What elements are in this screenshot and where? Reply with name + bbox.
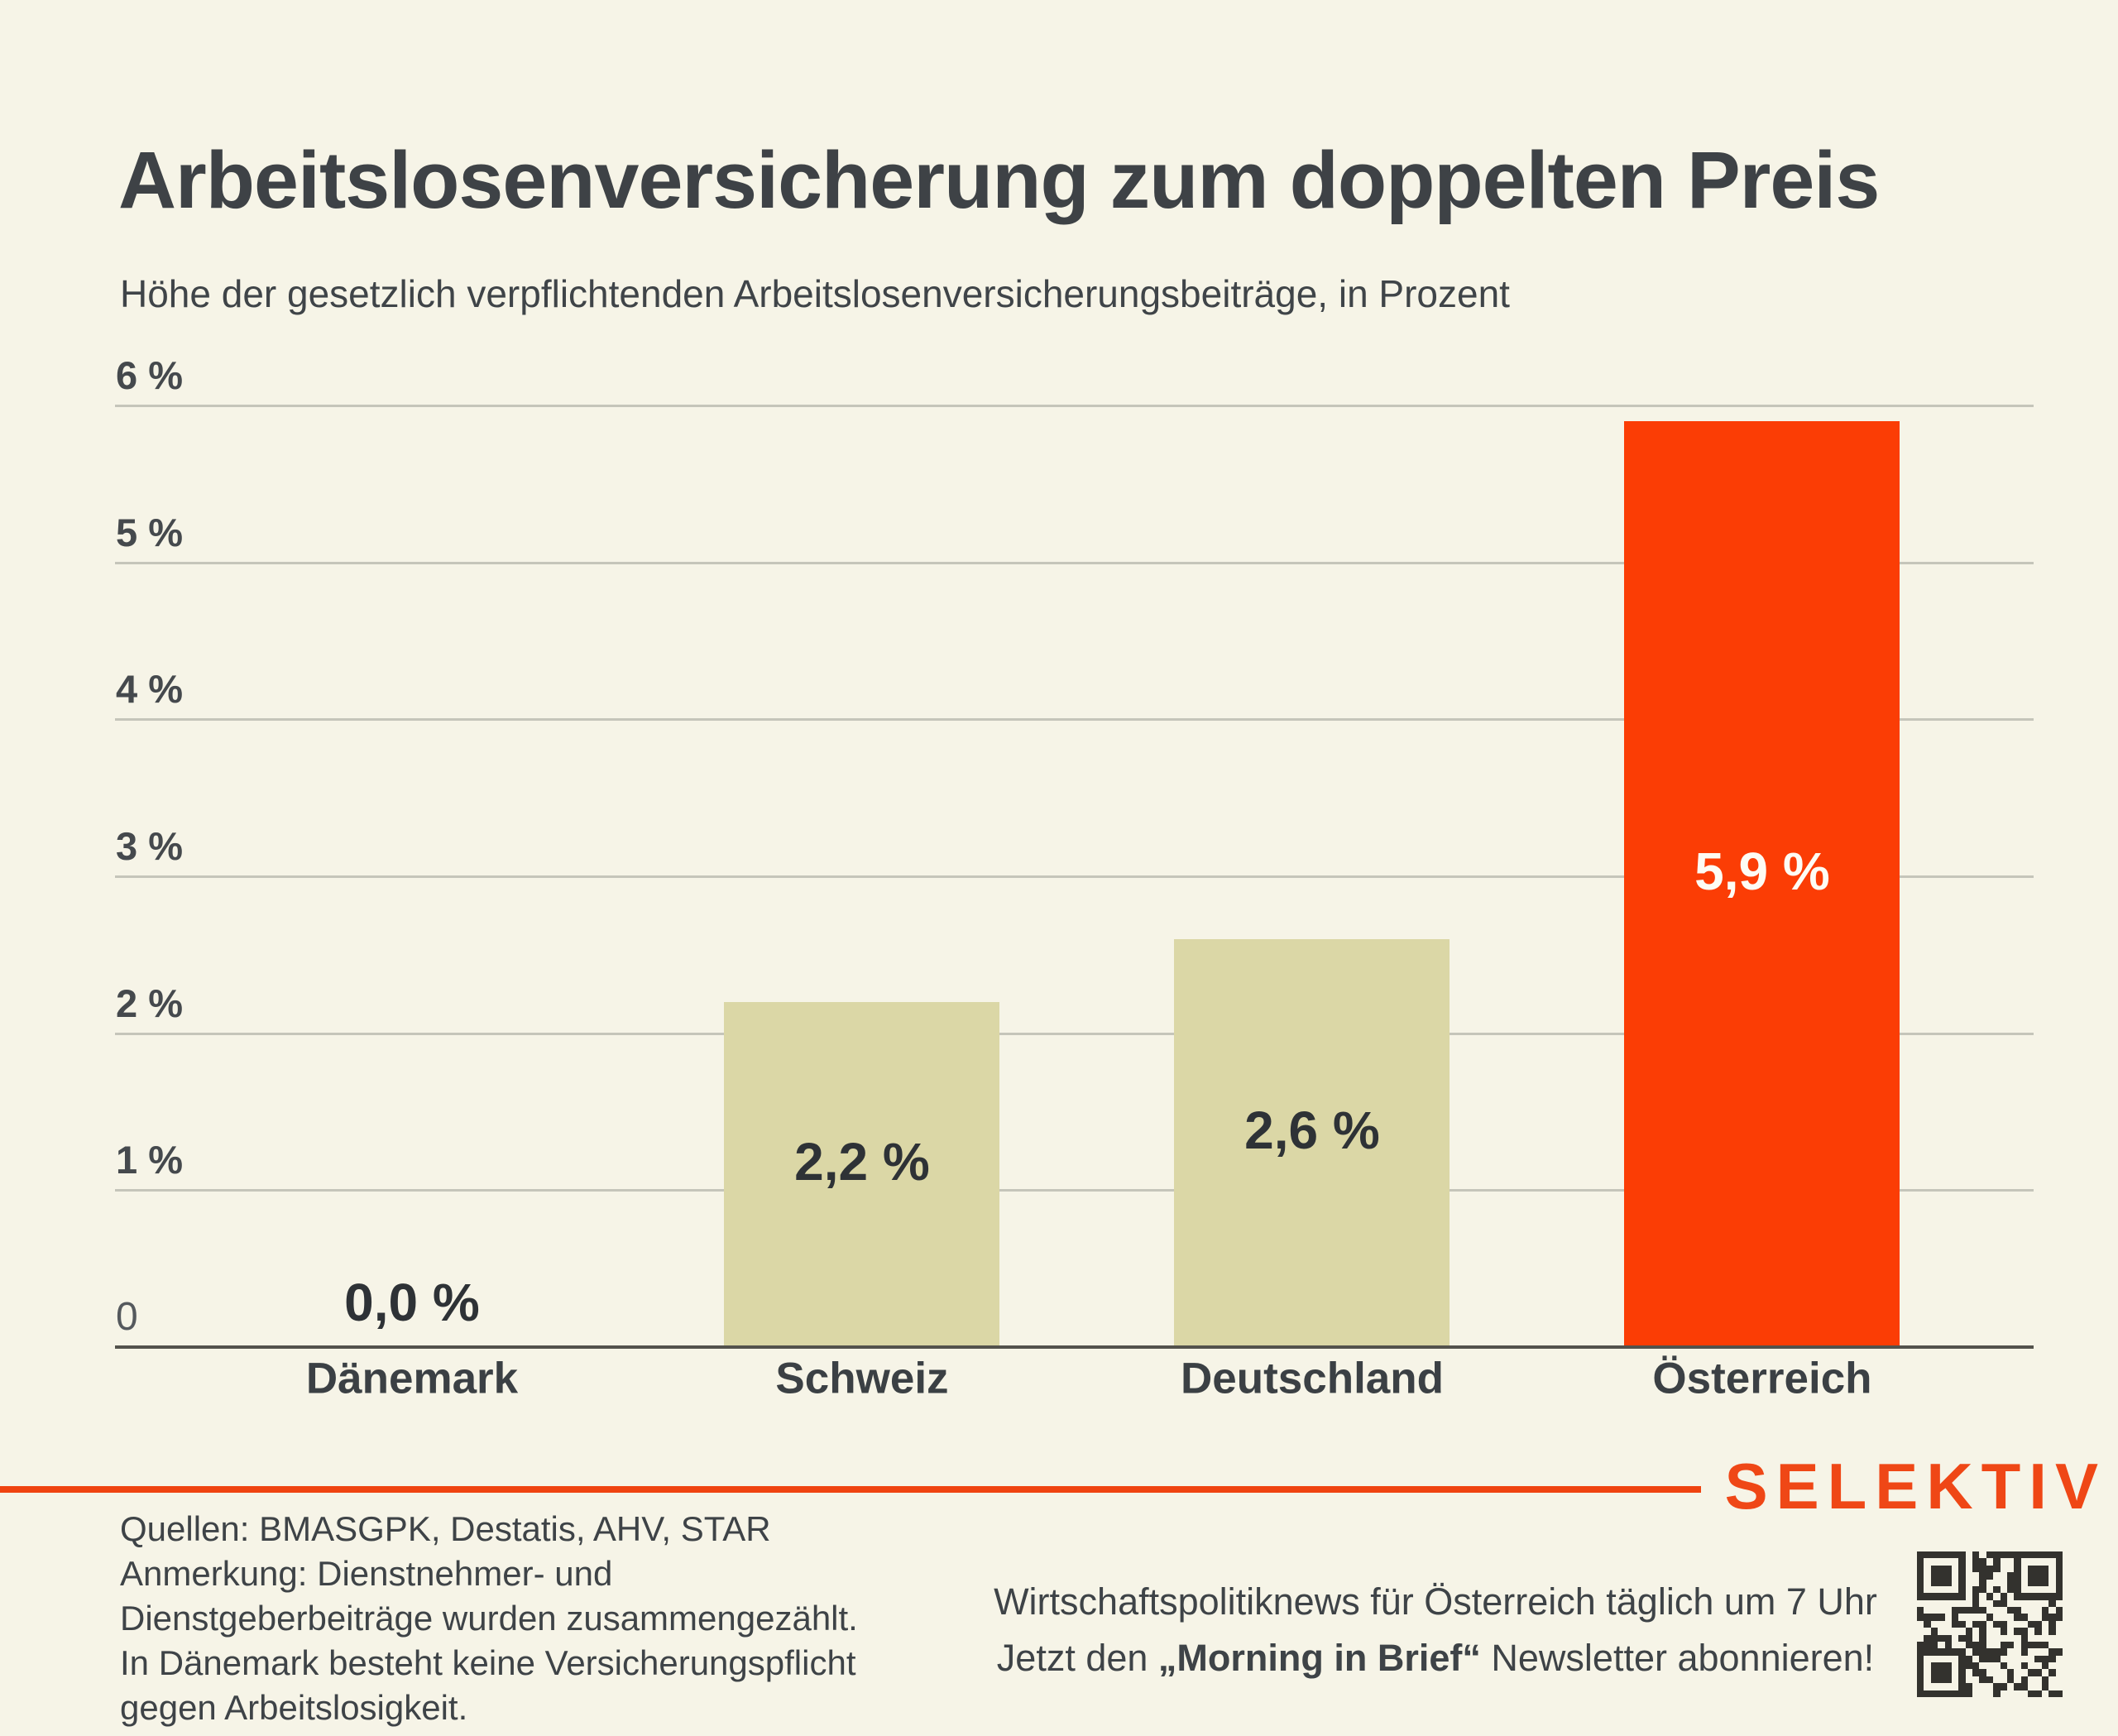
selektiv-logo: SELEKTIV	[1724, 1450, 2106, 1523]
source-note-line: gegen Arbeitslosigkeit.	[120, 1688, 468, 1727]
y-tick-label: 3 %	[116, 824, 183, 868]
page-subtitle: Höhe der gesetzlich verpflichtenden Arbe…	[120, 272, 1510, 315]
bar-value-label: 2,6 %	[1244, 1101, 1380, 1160]
qr-code	[1917, 1551, 2063, 1697]
gridline	[115, 875, 2034, 878]
gridline	[115, 1033, 2034, 1035]
source-note-line: Dienstgeberbeiträge wurden zusammengezäh…	[120, 1599, 858, 1638]
category-label: Österreich	[1652, 1354, 1872, 1403]
y-tick-label: 1 %	[116, 1138, 183, 1182]
category-label: Deutschland	[1180, 1354, 1445, 1403]
bar-österreich	[1624, 421, 1900, 1345]
x-axis-line	[115, 1345, 2034, 1349]
newsletter-line-1: Wirtschaftspolitiknews für Österreich tä…	[994, 1580, 1877, 1623]
category-label: Schweiz	[775, 1354, 949, 1403]
source-note-line: In Dänemark besteht keine Versicherungsp…	[120, 1643, 856, 1682]
y-tick-label: 4 %	[116, 667, 183, 711]
gridline	[115, 1189, 2034, 1192]
y-tick-label: 5 %	[116, 511, 183, 554]
page-title: Arbeitslosenversicherung zum doppelten P…	[118, 134, 1880, 225]
gridline	[115, 718, 2034, 721]
newsletter-bold-name: „Morning in Brief“	[1157, 1637, 1481, 1679]
newsletter-callout: Wirtschaftspolitiknews für Österreich tä…	[956, 1574, 1915, 1686]
bar-value-label: 0,0 %	[344, 1273, 480, 1332]
bar-value-label: 2,2 %	[794, 1132, 930, 1192]
bar-deutschland	[1174, 939, 1450, 1345]
source-note-line: Quellen: BMASGPK, Destatis, AHV, STAR	[120, 1509, 771, 1548]
newsletter-line-2: Jetzt den „Morning in Brief“ Newsletter …	[996, 1637, 1875, 1679]
gridline	[115, 562, 2034, 564]
y-tick-label: 6 %	[116, 353, 183, 397]
footer-divider-line	[0, 1486, 1701, 1493]
source-notes: Quellen: BMASGPK, Destatis, AHV, STAR Anm…	[120, 1507, 858, 1730]
bar-value-label: 5,9 %	[1694, 842, 1830, 901]
bar-schweiz	[724, 1002, 999, 1345]
category-label: Dänemark	[305, 1354, 519, 1403]
bar-chart: 6 % 5 % 4 % 3 % 2 % 1 % 0 0,0 % Dänemark 2,2 % Sch…	[115, 353, 2034, 1403]
y-tick-label: 0	[116, 1295, 138, 1339]
gridline	[115, 405, 2034, 407]
source-note-line: Anmerkung: Dienstnehmer- und	[120, 1554, 613, 1593]
y-tick-label: 2 %	[116, 981, 183, 1025]
